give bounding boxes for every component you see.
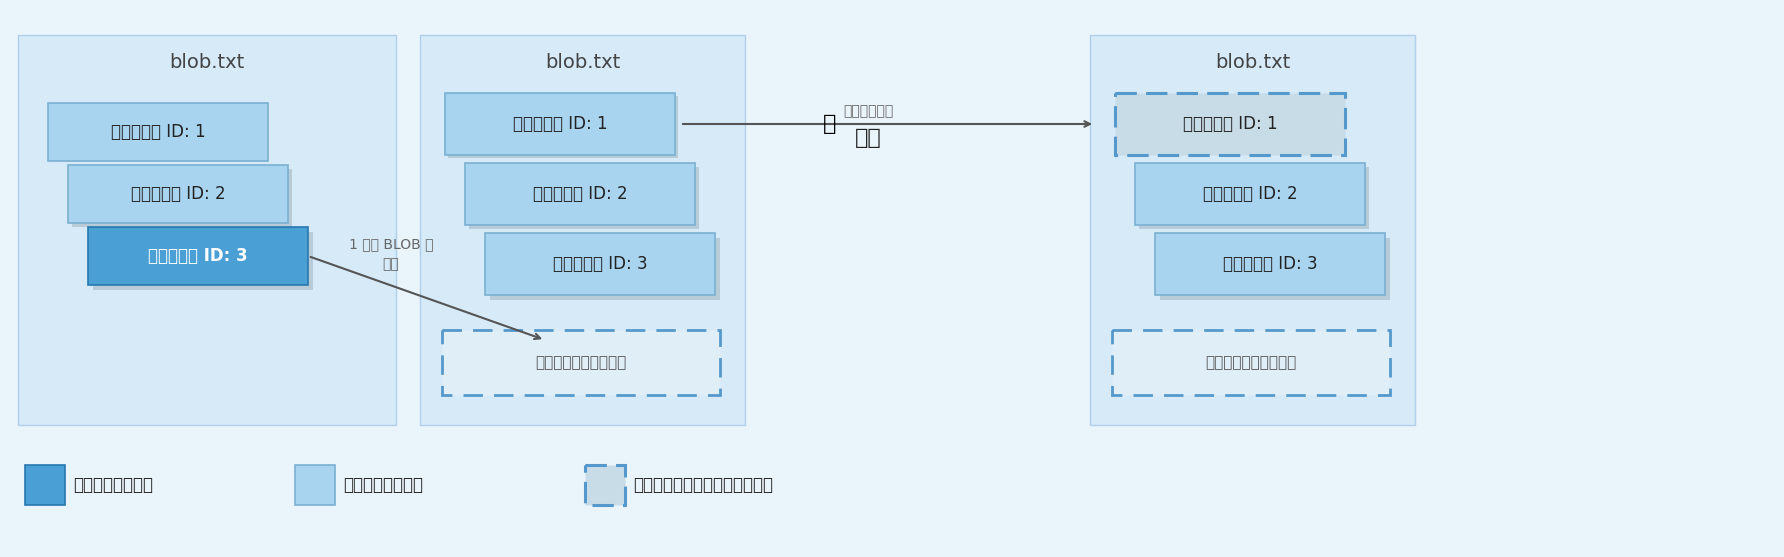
Bar [1090,35,1415,425]
Text: バージョン ID: 1: バージョン ID: 1 [1183,115,1277,133]
Bar [87,227,309,285]
Bar [68,165,287,223]
Bar [1160,238,1390,300]
Text: バージョン ID: 2: バージョン ID: 2 [130,185,225,203]
Text: バージョン ID: 2: バージョン ID: 2 [533,185,628,203]
Bar [1135,163,1365,225]
Text: blob.txt: blob.txt [544,53,621,72]
Bar [93,232,312,290]
Text: 削除: 削除 [382,257,400,271]
Text: バージョン ID: 1: バージョン ID: 1 [111,123,205,141]
Bar [466,163,696,225]
Text: バージョン ID: 3: バージョン ID: 3 [553,255,648,273]
Text: 以前のバージョン: 以前のバージョン [343,476,423,494]
Text: 現在のバージョンなし: 現在のバージョンなし [1206,355,1297,370]
Bar [1154,233,1384,295]
Bar [18,35,396,425]
Bar [469,167,699,229]
Bar [448,96,678,158]
Text: 現在のバージョンなし: 現在のバージョンなし [535,355,626,370]
Bar [25,465,64,505]
Text: バージョン ID: 1: バージョン ID: 1 [512,115,607,133]
Bar [491,238,721,300]
Text: バージョン ID: 3: バージョン ID: 3 [148,247,248,265]
Bar [294,465,335,505]
Text: blob.txt: blob.txt [169,53,244,72]
Text: バージョンの: バージョンの [842,104,894,118]
Text: 1 この BLOB を: 1 この BLOB を [348,237,434,251]
Bar [71,169,293,227]
Bar [1111,330,1390,395]
Bar [1115,93,1345,155]
Bar [1138,167,1368,229]
Bar [444,93,674,155]
Bar [585,465,624,505]
Text: 削除: 削除 [855,128,881,148]
Bar [442,330,721,395]
Text: バージョン ID: 2: バージョン ID: 2 [1202,185,1297,203]
Text: バージョン ID: 3: バージョン ID: 3 [1222,255,1317,273]
Bar [485,233,715,295]
Text: 🗑: 🗑 [822,114,837,134]
Text: 論理的に削除されたバージョン: 論理的に削除されたバージョン [633,476,772,494]
Text: 現在のバージョン: 現在のバージョン [73,476,153,494]
Bar [419,35,746,425]
Bar [48,103,268,161]
Text: blob.txt: blob.txt [1215,53,1290,72]
